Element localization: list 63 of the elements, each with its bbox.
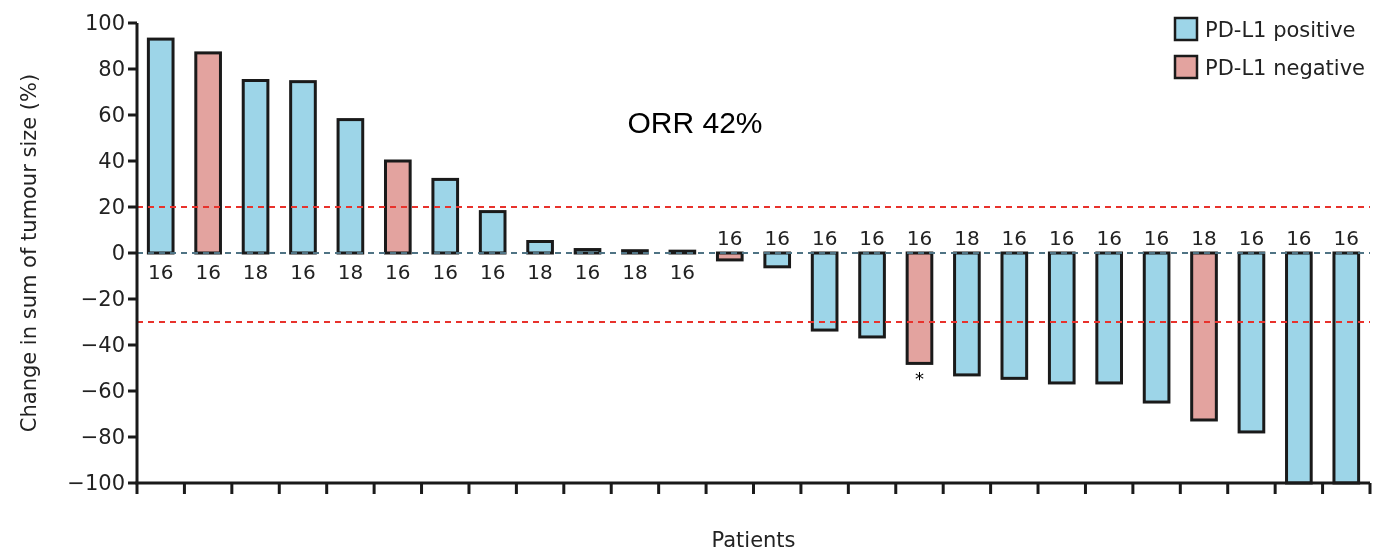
x-tick-label: 16 (195, 260, 221, 284)
bar (241, 79, 270, 255)
y-tick-label: −20 (80, 287, 125, 311)
bar (336, 118, 365, 255)
bar (1095, 251, 1123, 385)
x-tick-label: 16 (906, 226, 933, 250)
bar (1237, 251, 1266, 434)
x-tick-label: 16 (1096, 226, 1122, 250)
x-tick-label: 18 (242, 260, 269, 284)
y-tick-label: 60 (98, 103, 125, 127)
x-tick-label: 16 (669, 260, 696, 284)
x-tick-label: 16 (479, 260, 506, 284)
x-tick-label: 16 (1049, 226, 1075, 250)
bar (858, 251, 886, 339)
x-tick-label: 16 (290, 260, 316, 284)
bar (1047, 251, 1076, 385)
bar (478, 210, 507, 255)
bar (905, 251, 934, 365)
x-tick-label: 16 (385, 260, 411, 284)
y-tick-label: 20 (98, 195, 125, 219)
x-tick-label: 16 (147, 260, 174, 284)
annotation: ORR 42% (627, 106, 763, 139)
annotation: * (914, 368, 924, 390)
y-axis-title: Change in sum of tumour size (%) (17, 73, 41, 433)
y-tick-label: 0 (111, 241, 125, 265)
x-axis-title: Patients (711, 528, 796, 552)
y-tick-label: −80 (80, 425, 125, 449)
y-tick-label: −100 (67, 471, 125, 495)
x-tick-label: 16 (1286, 226, 1312, 250)
x-tick-label: 16 (1238, 226, 1265, 250)
legend-label: PD-L1 positive (1205, 18, 1356, 42)
x-tick-label: 16 (811, 226, 838, 250)
y-tick-label: 40 (98, 149, 125, 173)
bar (146, 37, 175, 255)
x-tick-label: 18 (527, 260, 553, 284)
bar (1142, 251, 1171, 404)
bar (194, 51, 222, 255)
x-tick-label: 16 (432, 260, 458, 284)
bar (763, 251, 792, 269)
x-tick-label: 16 (1143, 226, 1170, 250)
x-tick-label: 18 (954, 226, 980, 250)
x-tick-label: 16 (717, 226, 743, 250)
x-tick-label: 18 (337, 260, 364, 284)
bar (810, 251, 839, 332)
x-tick-label: 16 (764, 226, 790, 250)
y-tick-label: 80 (98, 57, 125, 81)
x-tick-label: 16 (1333, 226, 1360, 250)
y-tick-label: −60 (80, 379, 125, 403)
bar (1190, 251, 1218, 422)
y-tick-label: −40 (80, 333, 125, 357)
y-tick-label: 100 (84, 11, 125, 35)
x-tick-label: 16 (859, 226, 885, 250)
bar (384, 159, 412, 255)
x-tick-label: 18 (1191, 226, 1217, 250)
bar (1000, 251, 1029, 380)
bar (953, 251, 981, 377)
x-tick-label: 18 (622, 260, 648, 284)
bar (431, 177, 460, 255)
legend-label: PD-L1 negative (1205, 56, 1365, 80)
x-tick-label: 16 (574, 260, 601, 284)
x-tick-label: 16 (1001, 226, 1028, 250)
bar (289, 80, 317, 255)
bar (526, 240, 554, 255)
